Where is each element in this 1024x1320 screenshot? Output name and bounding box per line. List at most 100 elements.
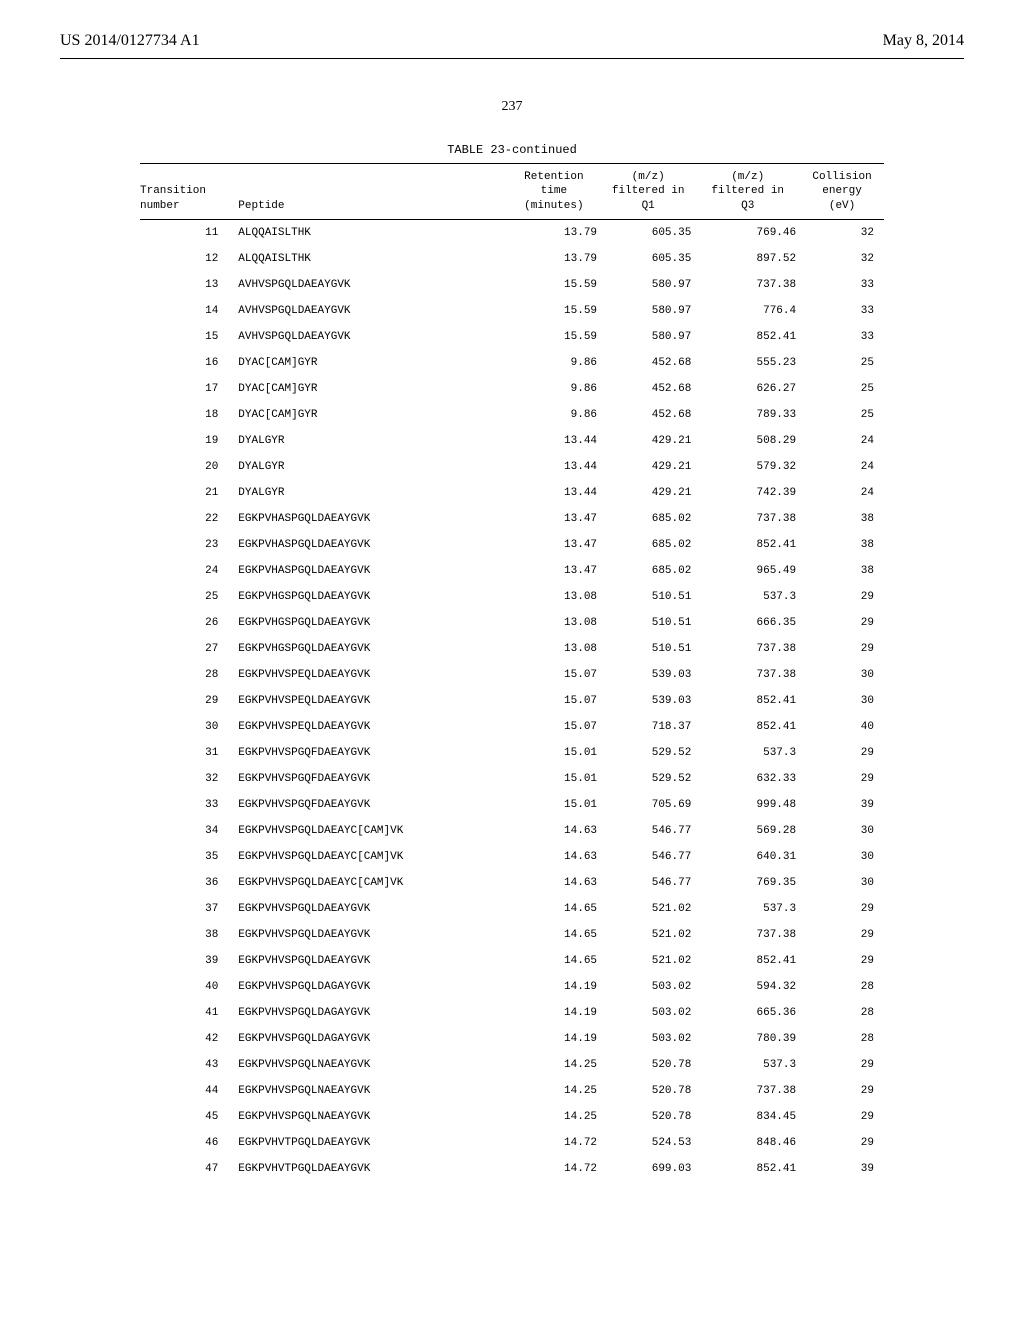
- cell-peptide: EGKPVHVSPGQLDAGAYGVK: [234, 1026, 506, 1052]
- cell-retention: 13.44: [507, 454, 601, 480]
- cell-collision: 39: [800, 792, 884, 818]
- cell-collision: 33: [800, 324, 884, 350]
- cell-collision: 25: [800, 376, 884, 402]
- cell-transition: 31: [140, 740, 234, 766]
- cell-q3: 537.3: [695, 740, 800, 766]
- cell-q3: 852.41: [695, 1156, 800, 1182]
- cell-q1: 503.02: [601, 1000, 695, 1026]
- cell-retention: 14.25: [507, 1052, 601, 1078]
- table-row: 28EGKPVHVSPEQLDAEAYGVK15.07539.03737.383…: [140, 662, 884, 688]
- cell-retention: 15.01: [507, 766, 601, 792]
- cell-transition: 35: [140, 844, 234, 870]
- cell-q1: 580.97: [601, 298, 695, 324]
- cell-collision: 29: [800, 896, 884, 922]
- cell-retention: 14.63: [507, 818, 601, 844]
- table-row: 46EGKPVHVTPGQLDAEAYGVK14.72524.53848.462…: [140, 1130, 884, 1156]
- cell-q1: 524.53: [601, 1130, 695, 1156]
- data-table-container: TABLE 23-continued Transition number Pep…: [140, 143, 884, 1182]
- cell-collision: 39: [800, 1156, 884, 1182]
- cell-transition: 38: [140, 922, 234, 948]
- cell-q1: 605.35: [601, 246, 695, 272]
- cell-q3: 769.46: [695, 219, 800, 246]
- cell-q1: 520.78: [601, 1052, 695, 1078]
- cell-peptide: ALQQAISLTHK: [234, 246, 506, 272]
- table-row: 38EGKPVHVSPGQLDAEAYGVK14.65521.02737.382…: [140, 922, 884, 948]
- cell-q1: 429.21: [601, 480, 695, 506]
- cell-collision: 30: [800, 818, 884, 844]
- table-row: 25EGKPVHGSPGQLDAEAYGVK13.08510.51537.329: [140, 584, 884, 610]
- cell-transition: 41: [140, 1000, 234, 1026]
- cell-transition: 13: [140, 272, 234, 298]
- cell-collision: 30: [800, 662, 884, 688]
- publication-date: May 8, 2014: [883, 32, 964, 50]
- cell-collision: 29: [800, 584, 884, 610]
- cell-peptide: AVHVSPGQLDAEAYGVK: [234, 298, 506, 324]
- cell-retention: 15.59: [507, 324, 601, 350]
- cell-q3: 897.52: [695, 246, 800, 272]
- cell-collision: 32: [800, 219, 884, 246]
- col-header-retention: Retention time (minutes): [507, 164, 601, 220]
- cell-collision: 25: [800, 350, 884, 376]
- cell-transition: 43: [140, 1052, 234, 1078]
- cell-peptide: EGKPVHVSPGQLNAEAYGVK: [234, 1052, 506, 1078]
- cell-peptide: EGKPVHVTPGQLDAEAYGVK: [234, 1130, 506, 1156]
- cell-retention: 13.47: [507, 558, 601, 584]
- cell-collision: 29: [800, 636, 884, 662]
- cell-q1: 429.21: [601, 428, 695, 454]
- cell-peptide: EGKPVHVSPGQLDAEAYGVK: [234, 922, 506, 948]
- cell-transition: 20: [140, 454, 234, 480]
- table-row: 20DYALGYR13.44429.21579.3224: [140, 454, 884, 480]
- table-row: 22EGKPVHASPGQLDAEAYGVK13.47685.02737.383…: [140, 506, 884, 532]
- cell-peptide: EGKPVHVSPGQLDAGAYGVK: [234, 974, 506, 1000]
- cell-transition: 26: [140, 610, 234, 636]
- cell-collision: 33: [800, 298, 884, 324]
- cell-collision: 30: [800, 688, 884, 714]
- cell-transition: 15: [140, 324, 234, 350]
- cell-retention: 14.72: [507, 1130, 601, 1156]
- cell-q1: 510.51: [601, 584, 695, 610]
- cell-transition: 22: [140, 506, 234, 532]
- cell-retention: 13.47: [507, 506, 601, 532]
- cell-peptide: EGKPVHVSPEQLDAEAYGVK: [234, 714, 506, 740]
- cell-q1: 539.03: [601, 662, 695, 688]
- cell-q3: 569.28: [695, 818, 800, 844]
- cell-retention: 14.65: [507, 948, 601, 974]
- cell-retention: 15.07: [507, 714, 601, 740]
- cell-retention: 14.19: [507, 1026, 601, 1052]
- cell-collision: 24: [800, 428, 884, 454]
- cell-q3: 537.3: [695, 584, 800, 610]
- cell-q3: 666.35: [695, 610, 800, 636]
- cell-q1: 520.78: [601, 1104, 695, 1130]
- cell-q3: 776.4: [695, 298, 800, 324]
- cell-collision: 28: [800, 974, 884, 1000]
- cell-q1: 503.02: [601, 974, 695, 1000]
- cell-peptide: EGKPVHVSPGQLDAEAYC[CAM]VK: [234, 844, 506, 870]
- cell-peptide: EGKPVHASPGQLDAEAYGVK: [234, 506, 506, 532]
- cell-q1: 529.52: [601, 766, 695, 792]
- cell-peptide: EGKPVHVSPGQFDAEAYGVK: [234, 766, 506, 792]
- cell-peptide: EGKPVHVSPGQLDAEAYGVK: [234, 896, 506, 922]
- cell-retention: 15.01: [507, 792, 601, 818]
- cell-transition: 21: [140, 480, 234, 506]
- cell-transition: 29: [140, 688, 234, 714]
- cell-peptide: EGKPVHVTPGQLDAEAYGVK: [234, 1156, 506, 1182]
- cell-q3: 537.3: [695, 896, 800, 922]
- cell-q1: 546.77: [601, 818, 695, 844]
- table-row: 29EGKPVHVSPEQLDAEAYGVK15.07539.03852.413…: [140, 688, 884, 714]
- cell-q1: 685.02: [601, 506, 695, 532]
- cell-collision: 30: [800, 844, 884, 870]
- cell-retention: 9.86: [507, 376, 601, 402]
- cell-retention: 13.79: [507, 219, 601, 246]
- cell-peptide: EGKPVHVSPGQFDAEAYGVK: [234, 792, 506, 818]
- table-body: 11ALQQAISLTHK13.79605.35769.463212ALQQAI…: [140, 219, 884, 1182]
- cell-q3: 737.38: [695, 272, 800, 298]
- cell-transition: 18: [140, 402, 234, 428]
- cell-q1: 452.68: [601, 376, 695, 402]
- cell-q1: 510.51: [601, 610, 695, 636]
- cell-q3: 999.48: [695, 792, 800, 818]
- cell-peptide: EGKPVHGSPGQLDAEAYGVK: [234, 636, 506, 662]
- cell-retention: 13.08: [507, 636, 601, 662]
- cell-transition: 11: [140, 219, 234, 246]
- table-row: 32EGKPVHVSPGQFDAEAYGVK15.01529.52632.332…: [140, 766, 884, 792]
- table-row: 12ALQQAISLTHK13.79605.35897.5232: [140, 246, 884, 272]
